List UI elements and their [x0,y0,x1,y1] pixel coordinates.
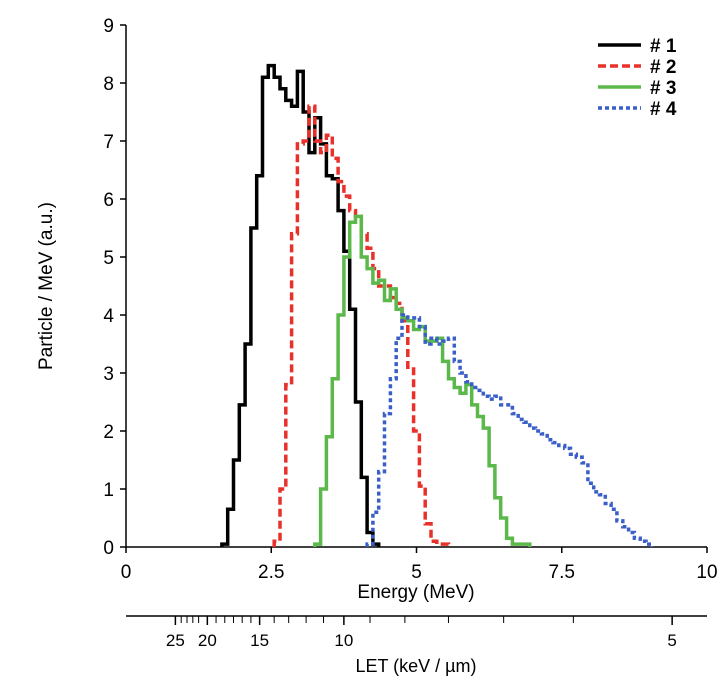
x-tick-label: 10 [696,562,717,583]
y-axis-label: Particle / MeV (a.u.) [36,202,57,370]
plot-area: 0 1 2 3 4 5 6 7 8 9 0 2.5 5 7.5 10 [103,16,717,583]
let-axis: 25 20 15 10 5 LET (keV / µm) [126,615,707,676]
y-tick-label: 4 [103,306,114,327]
y-tick-label: 6 [103,190,114,211]
series-4-line [365,313,654,547]
let-tick-label: 20 [198,631,217,650]
legend-label-2: # 2 [650,57,676,78]
y-tick-label: 5 [103,248,114,269]
series-1-line [220,63,381,547]
y-tick-label: 2 [103,422,114,443]
legend: # 1# 2# 3# 4 [598,36,677,120]
x-tick-label: 2.5 [258,562,284,583]
legend-label-4: # 4 [650,99,677,120]
y-tick-label: 0 [103,538,114,559]
let-tick-label: 15 [250,631,269,650]
let-axis-label: LET (keV / µm) [355,656,476,676]
let-ticks: 25 20 15 10 5 [166,616,677,650]
x-tick-label: 7.5 [549,562,575,583]
y-tick-label: 3 [103,364,114,385]
let-tick-label: 10 [334,631,353,650]
x-ticks: 0 2.5 5 7.5 10 [121,547,718,583]
y-tick-label: 1 [103,480,114,501]
x-axis-label: Energy (MeV) [357,582,474,603]
let-tick-label: 25 [166,631,185,650]
x-tick-label: 5 [411,562,422,583]
y-tick-label: 9 [103,16,114,37]
y-tick-label: 7 [103,132,114,153]
y-ticks: 0 1 2 3 4 5 6 7 8 9 [103,16,126,559]
legend-label-1: # 1 [650,36,677,57]
series-layer [220,63,654,547]
series-3-line [313,214,532,547]
legend-label-3: # 3 [650,78,676,99]
y-tick-label: 8 [103,74,114,95]
series-2-line [272,104,451,547]
let-tick-label: 5 [667,631,676,650]
x-tick-label: 0 [121,562,132,583]
